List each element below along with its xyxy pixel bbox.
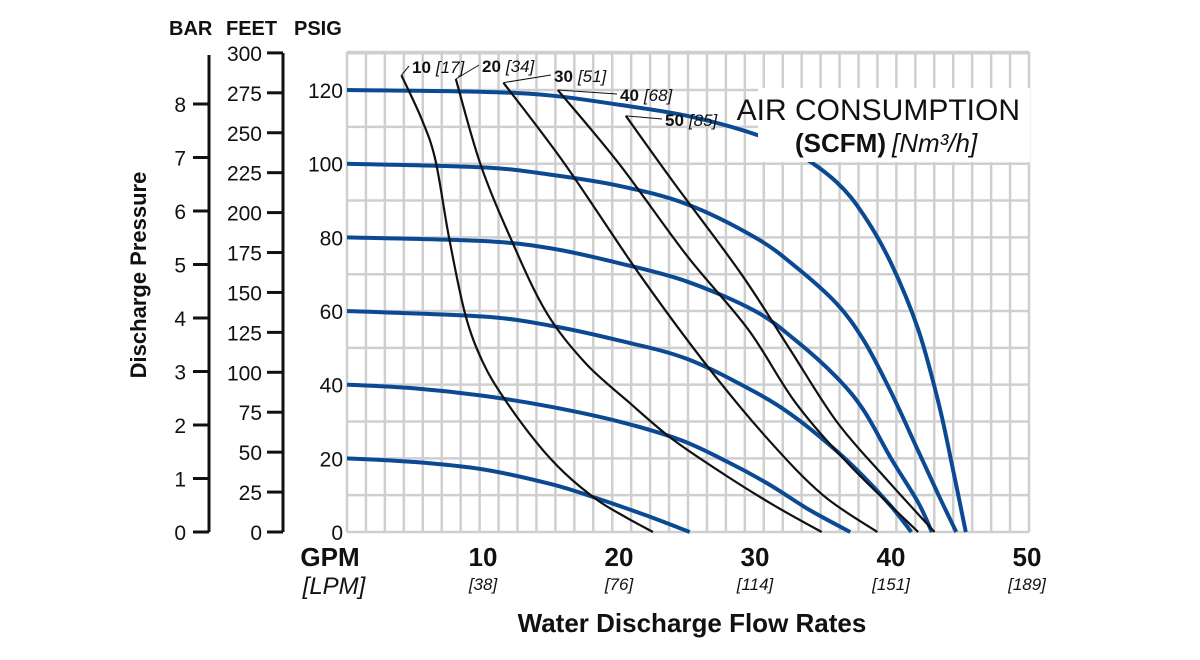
pressure-curve: [346, 456, 691, 534]
air-label-nm3h: [85]: [688, 111, 719, 130]
x-tick-label-gpm: 30: [741, 542, 770, 572]
psig-tick-label: 40: [320, 375, 343, 398]
air-label-leaders: [401, 64, 663, 120]
x-tick-label-lpm: [38]: [468, 575, 499, 594]
bar-tick-label: 5: [174, 255, 186, 278]
air-label: 50 [85]: [665, 111, 719, 130]
air-label-nm3h: [51]: [577, 67, 608, 86]
feet-tick-label: 100: [227, 362, 262, 385]
x-unit-lpm: [LPM]: [302, 573, 367, 600]
air-label-scfm: 40: [620, 86, 639, 105]
psig-axis-header: PSIG: [294, 18, 342, 40]
x-unit-gpm: GPM: [300, 542, 359, 572]
x-tick-label-gpm: 10: [469, 542, 498, 572]
bar-tick-label: 6: [174, 201, 186, 224]
air-consumption-curve: [400, 74, 654, 533]
air-label-leader: [455, 64, 480, 80]
air-consumption-curve: [502, 82, 879, 533]
pressure-curve: [346, 161, 959, 533]
bar-tick-label: 2: [174, 415, 186, 438]
x-tick-label-lpm: [151]: [871, 575, 911, 594]
x-tick-label-lpm: [114]: [736, 575, 775, 594]
bar-axis-header: BAR: [169, 18, 213, 40]
legend-title: AIR CONSUMPTION: [737, 94, 1020, 127]
feet-tick-label: 250: [227, 123, 262, 146]
air-label-nm3h: [17]: [435, 58, 466, 77]
feet-tick-label: 175: [227, 243, 262, 266]
air-label-scfm: 20: [482, 57, 501, 76]
air-consumption-curve: [624, 115, 936, 533]
pressure-curve: [346, 382, 852, 534]
feet-tick-label: 200: [227, 203, 262, 226]
feet-tick-label: 300: [227, 43, 262, 66]
x-tick-label-gpm: 40: [877, 542, 906, 572]
psig-tick-label: 60: [320, 301, 343, 324]
x-tick-label-lpm: [189]: [1007, 575, 1047, 594]
air-label-scfm: 10: [412, 58, 431, 77]
air-consumption-curve: [556, 89, 919, 533]
air-label: 40 [68]: [620, 86, 674, 105]
air-consumption-curve: [454, 78, 823, 533]
curves: [346, 74, 968, 534]
legend: AIR CONSUMPTION (SCFM) [Nm³/h]: [737, 88, 1030, 162]
feet-tick-label: 125: [227, 322, 262, 345]
bar-tick-label: 1: [174, 469, 186, 492]
feet-tick-label: 75: [239, 402, 262, 425]
air-label-scfm: 50: [665, 111, 684, 130]
air-label-leader: [401, 65, 410, 76]
feet-axis-header: FEET: [226, 18, 277, 40]
x-axis-title: Water Discharge Flow Rates: [518, 608, 867, 638]
bar-tick-label: 0: [174, 522, 186, 545]
y-axis-title: Discharge Pressure: [126, 172, 151, 379]
air-label-leader: [625, 115, 663, 120]
legend-unit-scfm: (SCFM): [795, 128, 886, 158]
air-labels: 10 [17] 20 [34] 30 [51] 40 [68] 50 [85]: [412, 57, 719, 130]
bar-tick-label: 8: [174, 94, 186, 117]
legend-units: (SCFM) [Nm³/h]: [795, 128, 978, 158]
x-tick-label-lpm: [76]: [604, 575, 635, 594]
psig-tick-label: 100: [308, 154, 343, 177]
air-label: 20 [34]: [482, 57, 536, 76]
air-label-nm3h: [68]: [643, 86, 674, 105]
pressure-curve: [346, 235, 934, 533]
psig-tick-label: 80: [320, 227, 343, 250]
legend-background: [758, 88, 1030, 162]
air-label-leader: [503, 74, 552, 84]
feet-tick-label: 50: [239, 442, 262, 465]
bar-tick-label: 7: [174, 148, 186, 171]
pressure-curve: [346, 309, 913, 534]
feet-tick-label: 150: [227, 282, 262, 305]
air-label-scfm: 30: [554, 67, 573, 86]
feet-tick-label: 275: [227, 83, 262, 106]
legend-unit-nm3h: [Nm³/h]: [891, 128, 978, 158]
x-tick-label-gpm: 20: [605, 542, 634, 572]
psig-tick-label: 20: [320, 448, 343, 471]
x-tick-label-gpm: 50: [1013, 542, 1042, 572]
axes: 0123456780255075100125150175200225250275…: [174, 43, 1047, 594]
air-label: 10 [17]: [412, 58, 466, 77]
air-label: 30 [51]: [554, 67, 608, 86]
bar-tick-label: 4: [174, 308, 186, 331]
air-label-leader: [557, 89, 618, 95]
air-label-nm3h: [34]: [505, 57, 536, 76]
feet-tick-label: 225: [227, 163, 262, 186]
psig-tick-label: 0: [331, 522, 343, 545]
bar-tick-label: 3: [174, 362, 186, 385]
feet-tick-label: 25: [239, 482, 262, 505]
feet-tick-label: 0: [250, 522, 262, 545]
psig-tick-label: 120: [308, 80, 343, 103]
